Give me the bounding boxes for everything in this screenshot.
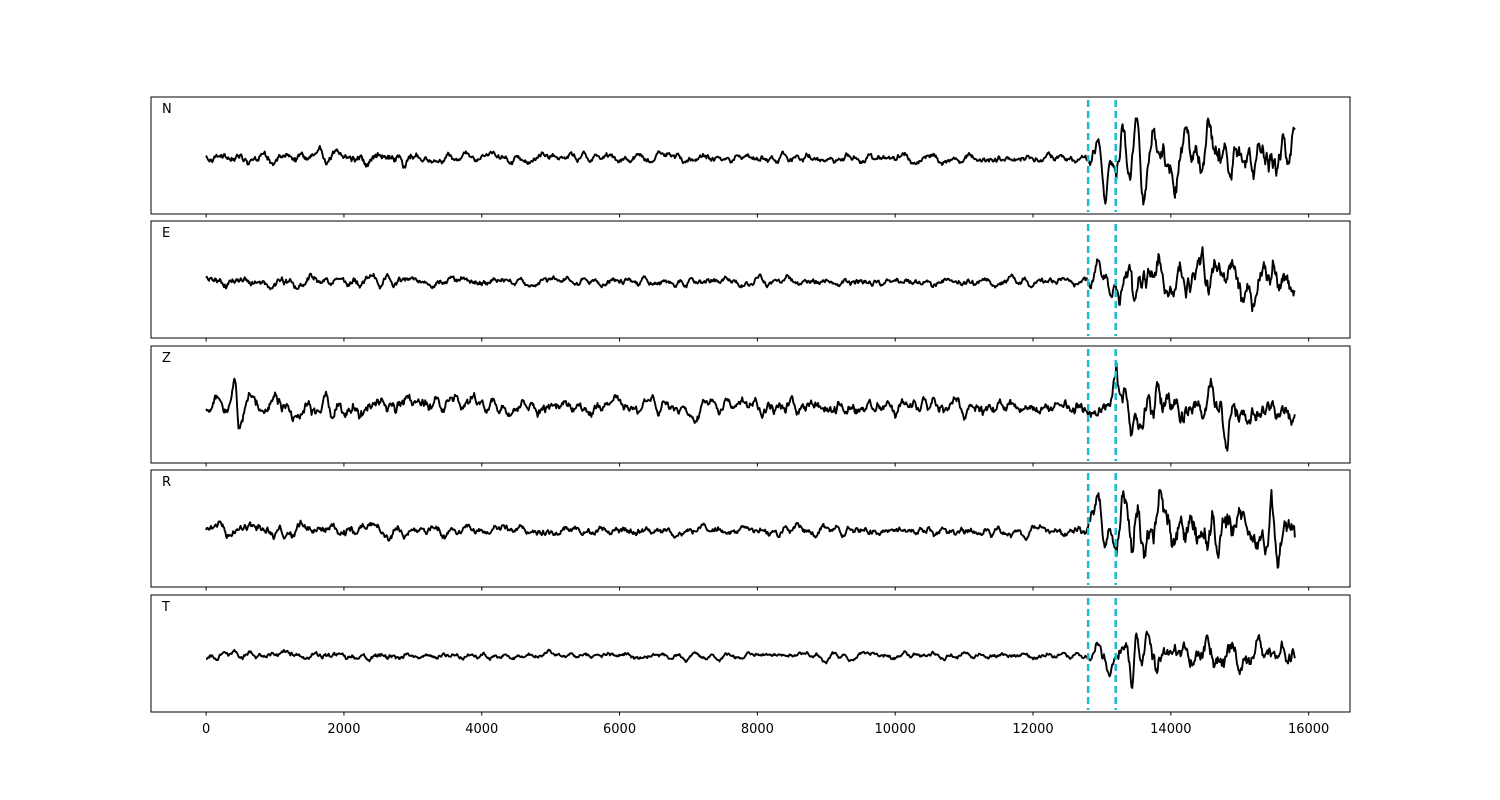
x-tick-label: 8000 [741, 722, 774, 737]
waveform-trace-t [205, 630, 1296, 689]
panel-z: Z [150, 345, 1351, 467]
x-tick-label: 2000 [327, 722, 360, 737]
panel-label: N [162, 102, 172, 117]
waveform-trace-z [205, 361, 1296, 452]
panel-frame [150, 220, 1351, 339]
panel-label: R [162, 475, 171, 490]
x-axis: 0 2000 4000 6000 8000 10000 12000 14000 16000 [202, 722, 1329, 737]
waveform-trace-e [205, 246, 1296, 313]
panel-label: Z [162, 351, 171, 366]
panel-e: E [150, 220, 1351, 342]
waveform-trace-r [205, 488, 1296, 569]
x-tick-label: 0 [202, 722, 210, 737]
panel-r: R [150, 469, 1351, 591]
panel-n: N [150, 96, 1351, 218]
x-tick-label: 10000 [875, 722, 916, 737]
waveform-trace-n [205, 117, 1296, 206]
x-tick-label: 12000 [1012, 722, 1053, 737]
panel-label: T [161, 600, 170, 615]
panel-t: T [150, 594, 1351, 716]
x-tick-label: 4000 [465, 722, 498, 737]
x-tick-label: 14000 [1150, 722, 1191, 737]
panel-label: E [162, 226, 170, 241]
x-tick-label: 6000 [603, 722, 636, 737]
x-tick-label: 16000 [1288, 722, 1329, 737]
panels: N E Z R T [150, 96, 1351, 716]
